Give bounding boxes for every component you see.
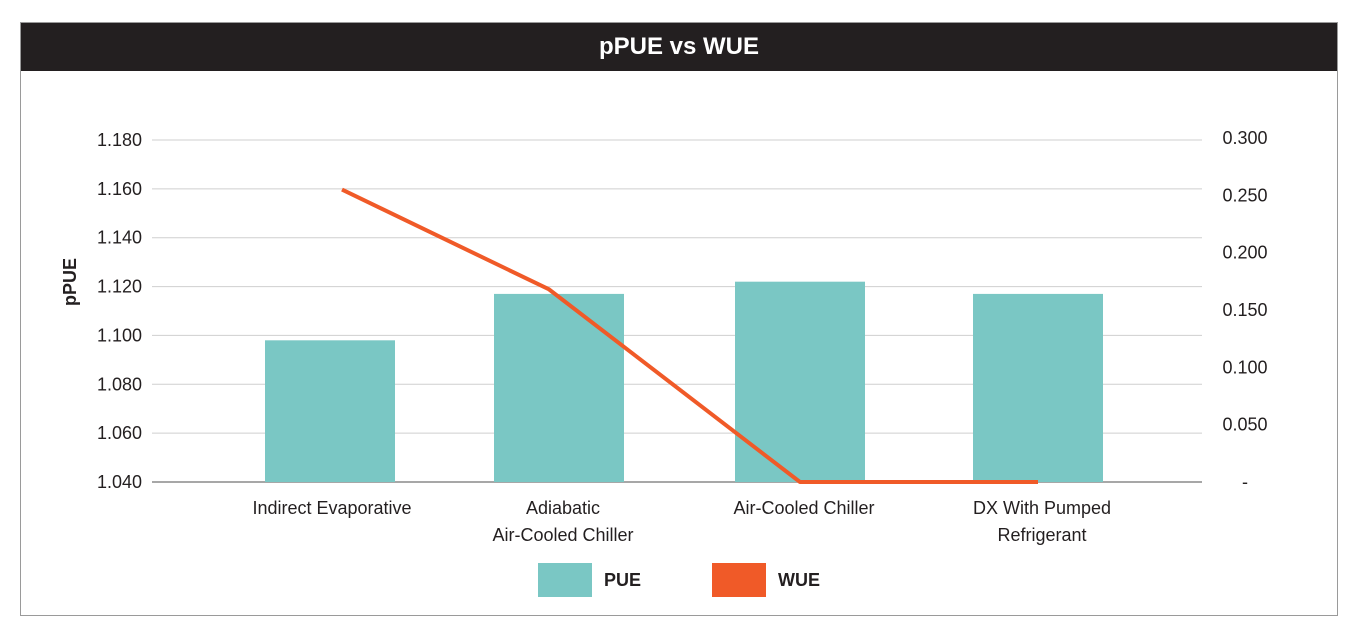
pue-bars [265, 281, 1103, 482]
pue-bar [494, 293, 624, 482]
x-category-label: DX With Pumped [973, 498, 1111, 518]
y2-tick-label: 0.200 [1222, 243, 1267, 263]
legend-pue-label: PUE [604, 570, 641, 590]
legend-wue-swatch [712, 563, 766, 597]
y-tick-label: 1.040 [97, 472, 142, 492]
x-axis-category-labels: Indirect Evaporative Adiabatic Air-Cooled … [252, 498, 1111, 545]
y2-tick-label: - [1242, 472, 1248, 492]
x-category-label: Adiabatic [526, 498, 600, 518]
y2-tick-label: 0.050 [1222, 415, 1267, 435]
y-tick-label: 1.140 [97, 228, 142, 248]
chart-title: pPUE vs WUE [21, 23, 1337, 71]
y2-tick-label: 0.250 [1222, 185, 1267, 205]
pue-bar [265, 340, 395, 482]
y-axis-right-ticks: 0.300 0.250 0.200 0.150 0.100 0.050 - [1222, 128, 1267, 492]
y2-tick-label: 0.150 [1222, 300, 1267, 320]
y-tick-label: 1.080 [97, 374, 142, 394]
y-tick-label: 1.060 [97, 423, 142, 443]
x-category-label: Air-Cooled Chiller [492, 525, 633, 545]
x-category-label: Indirect Evaporative [252, 498, 411, 518]
legend-pue-swatch [538, 563, 592, 597]
x-category-label: Refrigerant [997, 525, 1086, 545]
pue-bar [735, 281, 865, 482]
pue-bar [973, 293, 1103, 482]
y2-tick-label: 0.300 [1222, 128, 1267, 148]
y-tick-label: 1.160 [97, 179, 142, 199]
legend: PUE WUE [538, 563, 820, 597]
y-tick-label: 1.120 [97, 277, 142, 297]
y-axis-left-ticks: 1.180 1.160 1.140 1.120 1.100 1.080 1.060 1.040 [97, 130, 142, 492]
legend-wue-label: WUE [778, 570, 820, 590]
wue-line [341, 187, 1038, 484]
y2-tick-label: 0.100 [1222, 357, 1267, 377]
wue-line-layer [341, 187, 1038, 484]
y-tick-label: 1.100 [97, 325, 142, 345]
y-axis-left-title: pPUE [60, 258, 80, 306]
chart-frame: pPUE vs WUE [20, 22, 1338, 616]
y-tick-label: 1.180 [97, 130, 142, 150]
x-category-label: Air-Cooled Chiller [733, 498, 874, 518]
